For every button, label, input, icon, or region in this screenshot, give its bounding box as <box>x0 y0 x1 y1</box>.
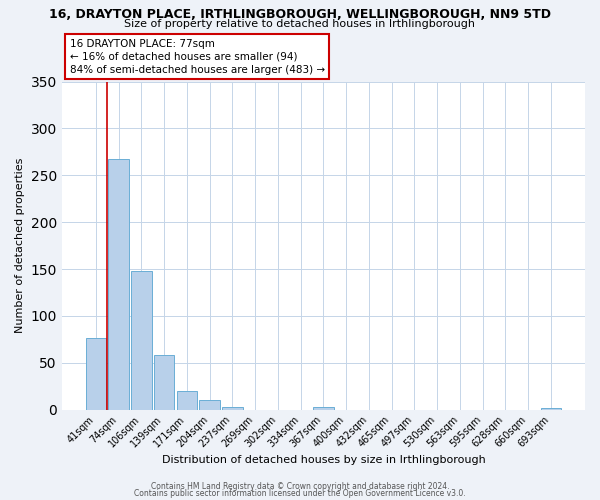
X-axis label: Distribution of detached houses by size in Irthlingborough: Distribution of detached houses by size … <box>161 455 485 465</box>
Bar <box>154 356 175 410</box>
Text: Contains public sector information licensed under the Open Government Licence v3: Contains public sector information licen… <box>134 488 466 498</box>
Bar <box>199 400 220 409</box>
Text: Size of property relative to detached houses in Irthlingborough: Size of property relative to detached ho… <box>125 19 476 29</box>
Text: 16 DRAYTON PLACE: 77sqm
← 16% of detached houses are smaller (94)
84% of semi-de: 16 DRAYTON PLACE: 77sqm ← 16% of detache… <box>70 38 325 75</box>
Bar <box>222 407 242 410</box>
Bar <box>541 408 561 410</box>
Bar <box>176 391 197 409</box>
Bar <box>109 160 129 410</box>
Bar <box>313 407 334 410</box>
Text: 16, DRAYTON PLACE, IRTHLINGBOROUGH, WELLINGBOROUGH, NN9 5TD: 16, DRAYTON PLACE, IRTHLINGBOROUGH, WELL… <box>49 8 551 20</box>
Text: Contains HM Land Registry data © Crown copyright and database right 2024.: Contains HM Land Registry data © Crown c… <box>151 482 449 491</box>
Bar <box>131 271 152 409</box>
Bar <box>86 338 106 409</box>
Y-axis label: Number of detached properties: Number of detached properties <box>15 158 25 334</box>
